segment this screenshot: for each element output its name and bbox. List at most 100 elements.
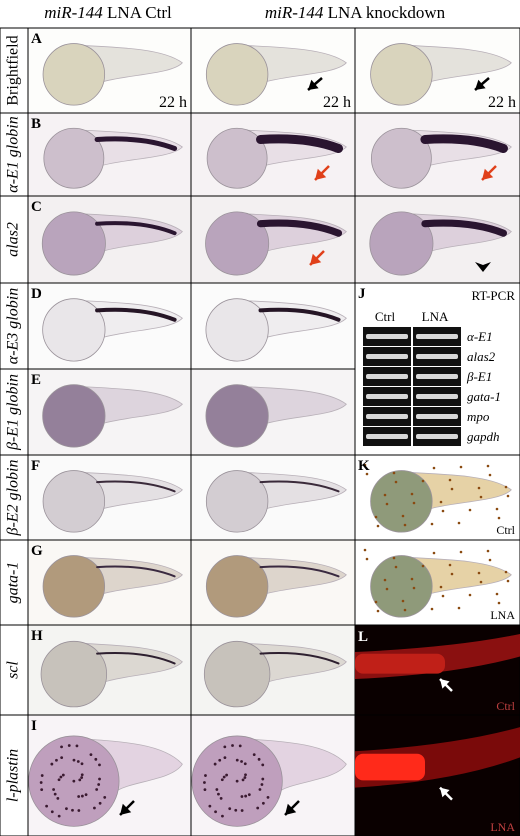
- cell: [40, 788, 44, 791]
- pigment: [363, 548, 367, 552]
- column-header: miR-144 LNA knockdown: [265, 3, 446, 22]
- pigment: [374, 600, 378, 604]
- panel-letter: L: [358, 629, 368, 645]
- cell: [257, 757, 261, 761]
- cell: [94, 757, 98, 761]
- cell: [247, 793, 251, 797]
- stain: [256, 219, 343, 237]
- pigment: [383, 493, 387, 497]
- pigment: [394, 480, 398, 484]
- embryo-yolk: [370, 555, 433, 618]
- pigment: [450, 572, 454, 576]
- arrow-head: [482, 168, 494, 180]
- cell: [258, 788, 262, 791]
- pigment: [504, 570, 508, 574]
- cell: [240, 809, 244, 812]
- pigment: [488, 558, 492, 562]
- cell: [57, 778, 61, 782]
- pigment: [486, 464, 490, 468]
- cell: [75, 744, 79, 748]
- stain: [421, 219, 508, 237]
- cell: [223, 745, 227, 749]
- cell: [240, 760, 243, 763]
- time-label: 22 h: [323, 94, 351, 111]
- label-cell: [0, 368, 29, 456]
- pigment: [479, 495, 483, 499]
- panel-letter: C: [31, 199, 42, 215]
- panel-letter: I: [31, 718, 37, 734]
- pigment: [363, 463, 367, 467]
- pigment: [479, 580, 483, 584]
- column-header: miR-144 LNA Ctrl: [44, 3, 172, 22]
- panel-letter: G: [31, 543, 43, 559]
- cell: [71, 808, 74, 812]
- arrow-head: [440, 679, 450, 689]
- arrowhead: [475, 262, 491, 272]
- cell: [231, 744, 234, 747]
- cell: [261, 801, 265, 805]
- cell: [244, 794, 248, 798]
- gene-label: alas2: [467, 349, 496, 364]
- pigment: [421, 479, 425, 483]
- cell: [61, 773, 65, 777]
- pigment: [412, 586, 416, 590]
- time-label: 22 h: [488, 94, 516, 111]
- cell: [72, 758, 76, 762]
- gel-band: [366, 354, 408, 359]
- cell: [225, 773, 229, 777]
- gel-band: [416, 374, 458, 379]
- gel-title: RT-PCR: [471, 288, 515, 303]
- pigment: [497, 601, 501, 605]
- stain: [258, 307, 341, 322]
- embryo-yolk: [205, 384, 269, 448]
- cell: [97, 783, 101, 786]
- panel-label: Ctrl: [496, 523, 515, 537]
- panel-label: LNA: [490, 608, 515, 622]
- cell: [60, 756, 64, 760]
- cell: [223, 756, 227, 760]
- gel-column: LNA: [422, 309, 449, 324]
- cell: [217, 792, 220, 796]
- label-cell: [0, 714, 29, 836]
- pigment: [459, 550, 463, 554]
- cell: [219, 797, 223, 800]
- cell: [214, 810, 217, 814]
- pigment: [430, 607, 434, 611]
- pigment: [441, 509, 445, 513]
- gel-column: Ctrl: [375, 309, 396, 324]
- cell: [52, 788, 56, 791]
- cell: [266, 796, 270, 799]
- cell: [215, 788, 219, 791]
- cell: [235, 779, 239, 783]
- gel-band: [416, 434, 458, 439]
- pigment: [410, 492, 414, 496]
- row-label: gata-1: [5, 562, 22, 604]
- cell: [244, 773, 247, 777]
- cell: [45, 804, 49, 808]
- embryo-yolk: [206, 127, 268, 189]
- cell: [220, 778, 224, 782]
- panel-label: Ctrl: [496, 699, 515, 713]
- pigment: [468, 508, 472, 512]
- cell: [260, 783, 264, 786]
- gene-label: mpo: [467, 409, 490, 424]
- embryo-yolk: [40, 640, 108, 708]
- pigment: [401, 514, 405, 518]
- gel-band: [366, 414, 408, 419]
- cell: [93, 806, 96, 810]
- cell: [261, 777, 265, 781]
- cell: [78, 778, 82, 782]
- cell: [80, 773, 84, 777]
- embryo-yolk: [42, 384, 106, 448]
- arrow-head: [308, 79, 319, 90]
- panel-letter: B: [31, 116, 41, 132]
- stain: [94, 136, 178, 151]
- cell: [222, 775, 226, 779]
- condition: LNA knockdown: [328, 3, 446, 22]
- cell: [241, 778, 245, 782]
- cell: [261, 763, 265, 767]
- pigment: [477, 571, 481, 575]
- row-label: β-E2 globin: [5, 460, 22, 537]
- panel-letter: K: [358, 458, 370, 474]
- panel-letter: A: [31, 31, 42, 47]
